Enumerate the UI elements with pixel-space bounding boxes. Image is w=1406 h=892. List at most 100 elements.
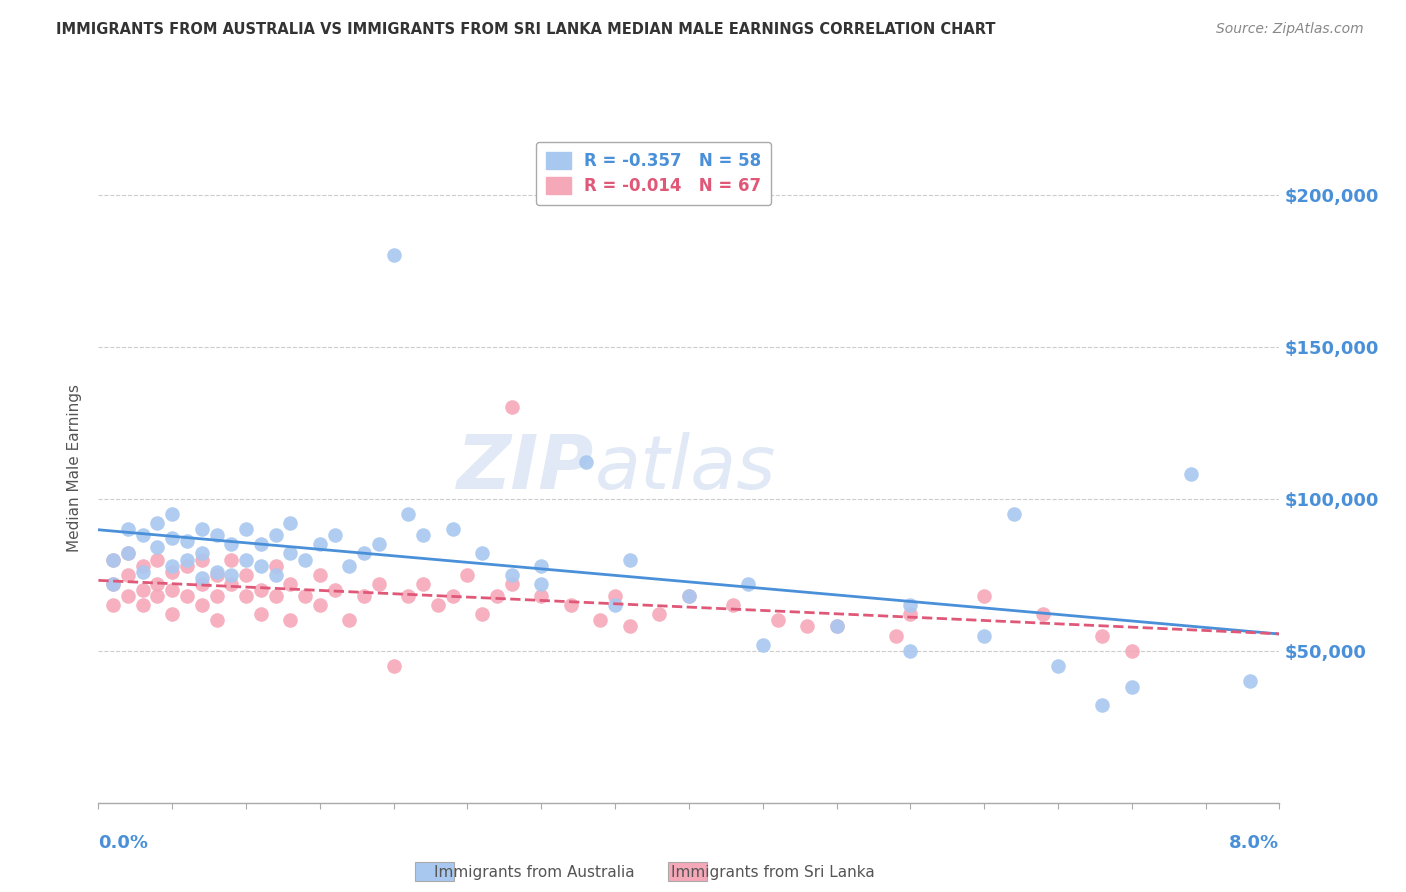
Point (396, 589, 419, 603)
Point (900, 598, 922, 612)
Point (162, 507, 183, 521)
Point (1121, 680, 1143, 694)
Point (323, 582, 346, 597)
Point (103, 598, 125, 612)
Point (264, 528, 287, 542)
Point (1032, 607, 1054, 622)
Point (117, 589, 139, 603)
Point (162, 558, 183, 573)
Point (737, 577, 759, 591)
Point (560, 598, 582, 612)
Text: Immigrants from Australia: Immigrants from Australia (434, 865, 634, 880)
Y-axis label: Median Male Earnings: Median Male Earnings (67, 384, 83, 552)
Point (1002, 507, 1025, 521)
Point (205, 613, 228, 627)
Point (132, 528, 155, 542)
Point (219, 577, 242, 591)
Point (191, 571, 214, 585)
Point (678, 589, 700, 603)
Point (264, 589, 287, 603)
Point (1091, 628, 1114, 642)
Point (146, 589, 169, 603)
Point (1239, 674, 1261, 689)
Point (117, 546, 139, 560)
Point (219, 552, 242, 566)
Point (205, 528, 228, 542)
Point (530, 558, 553, 573)
Point (146, 577, 169, 591)
Point (900, 644, 922, 658)
Point (900, 607, 922, 622)
Text: 0.0%: 0.0% (98, 834, 149, 852)
Point (589, 613, 612, 627)
Point (250, 558, 273, 573)
Point (766, 613, 789, 627)
Point (117, 567, 139, 582)
Point (294, 589, 316, 603)
Point (162, 531, 183, 545)
Point (219, 567, 242, 582)
Point (250, 607, 273, 622)
Point (132, 582, 155, 597)
Legend: R = -0.357   N = 58, R = -0.014   N = 67: R = -0.357 N = 58, R = -0.014 N = 67 (536, 142, 772, 205)
Point (235, 589, 257, 603)
Point (619, 552, 641, 566)
Point (382, 248, 405, 262)
Point (103, 577, 125, 591)
Point (278, 613, 302, 627)
Point (117, 522, 139, 536)
Point (162, 607, 183, 622)
Point (191, 577, 214, 591)
Point (1121, 644, 1143, 658)
Point (323, 528, 346, 542)
Point (1180, 467, 1202, 482)
Point (294, 552, 316, 566)
Point (530, 589, 553, 603)
Point (278, 546, 302, 560)
Text: atlas: atlas (595, 433, 776, 504)
Point (337, 558, 360, 573)
Point (176, 558, 198, 573)
Point (162, 565, 183, 579)
Point (1091, 698, 1114, 713)
Point (103, 552, 125, 566)
Point (721, 598, 744, 612)
Point (103, 552, 125, 566)
Text: Source: ZipAtlas.com: Source: ZipAtlas.com (1216, 22, 1364, 37)
Point (308, 567, 332, 582)
Point (501, 401, 523, 415)
Point (619, 619, 641, 633)
Point (471, 607, 494, 622)
Point (412, 528, 434, 542)
Point (132, 558, 155, 573)
Point (146, 552, 169, 566)
Text: 8.0%: 8.0% (1229, 834, 1279, 852)
Point (751, 638, 773, 652)
Point (162, 582, 183, 597)
Point (367, 577, 389, 591)
Point (367, 537, 389, 551)
Point (501, 577, 523, 591)
Point (278, 516, 302, 530)
Point (796, 619, 818, 633)
Point (264, 558, 287, 573)
Point (605, 598, 627, 612)
Point (426, 598, 449, 612)
Point (605, 589, 627, 603)
Point (235, 522, 257, 536)
Point (117, 546, 139, 560)
Point (264, 567, 287, 582)
Point (205, 565, 228, 579)
Point (103, 577, 125, 591)
Point (973, 628, 995, 642)
Point (146, 541, 169, 555)
Point (501, 567, 523, 582)
Point (884, 628, 907, 642)
Point (191, 546, 214, 560)
Point (250, 582, 273, 597)
Point (191, 598, 214, 612)
Point (250, 537, 273, 551)
Point (235, 552, 257, 566)
Point (1046, 659, 1069, 673)
Point (382, 659, 405, 673)
